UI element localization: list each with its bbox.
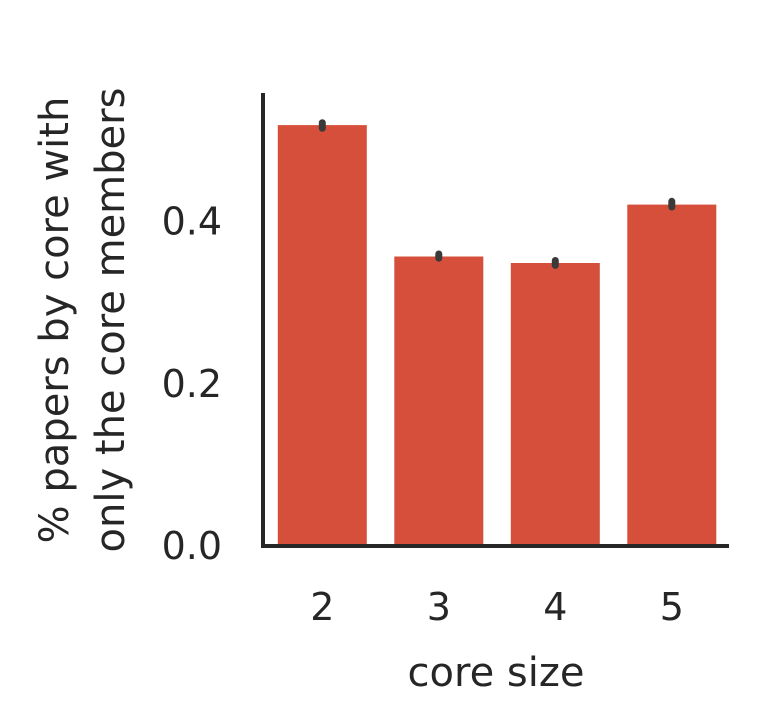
x-tick-labels: 2 3 4 5 [310, 585, 684, 629]
x-tick-label-2: 2 [310, 585, 334, 629]
y-tick-labels: 0.0 0.2 0.4 [162, 200, 222, 568]
bar-3 [394, 256, 484, 546]
y-tick-label: 0.2 [162, 362, 222, 406]
x-tick-label-4: 4 [543, 585, 567, 629]
y-axis-label-line-2: only the core members [88, 88, 134, 553]
x-axis-label: core size [408, 650, 585, 696]
x-tick-label-3: 3 [427, 585, 451, 629]
bar-2 [277, 125, 367, 546]
bar-4 [510, 263, 600, 546]
bar-5 [627, 204, 717, 546]
bars-layer [277, 125, 717, 546]
y-tick-label: 0.4 [162, 200, 222, 244]
y-axis-label-line-1: % papers by core with [32, 97, 78, 544]
error-bars-layer [318, 119, 676, 269]
x-tick-label-5: 5 [660, 585, 684, 629]
y-tick-label: 0.0 [162, 524, 222, 568]
